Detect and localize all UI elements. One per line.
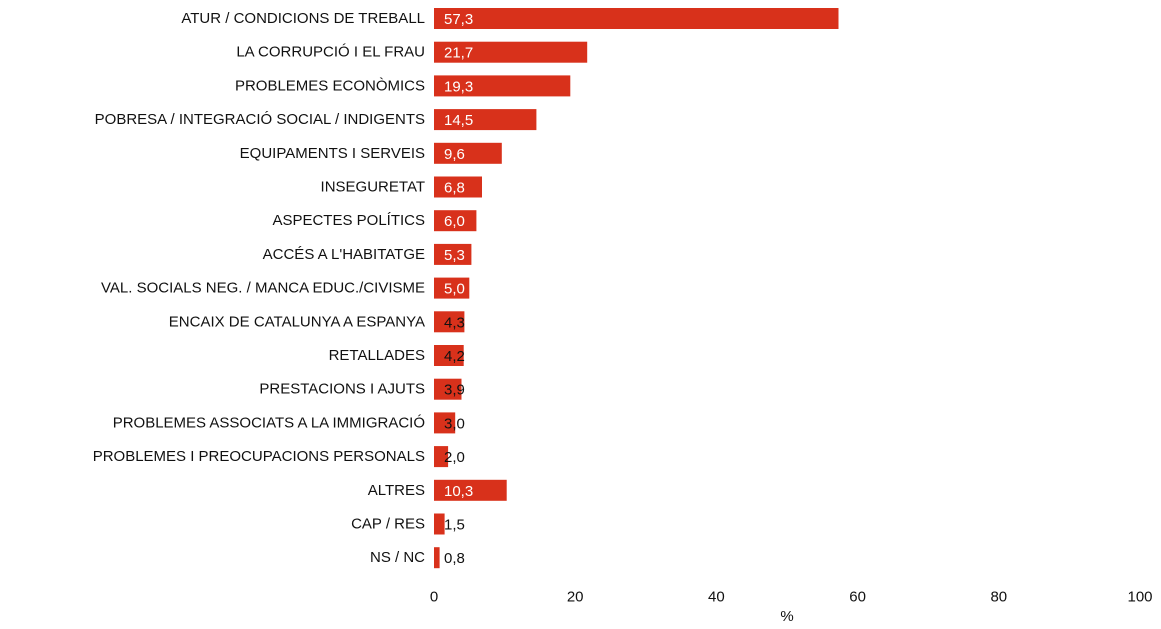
bar — [434, 41, 588, 63]
value-label: 3,9 — [444, 382, 465, 399]
x-tick-label: 100 — [1127, 589, 1152, 606]
bar — [434, 479, 507, 501]
value-label: 1,5 — [444, 517, 465, 534]
category-label: PRESTACIONS I AJUTS — [259, 381, 425, 398]
value-label: 3,0 — [444, 415, 465, 432]
bar — [434, 176, 482, 198]
category-label: PROBLEMES ASSOCIATS A LA IMMIGRACIÓ — [113, 414, 425, 431]
value-label: 21,7 — [444, 45, 473, 62]
value-label: 4,3 — [444, 314, 465, 331]
value-label: 0,8 — [444, 550, 465, 567]
bar — [434, 142, 502, 164]
bar — [434, 243, 472, 265]
category-label: RETALLADES — [329, 347, 425, 364]
bar — [434, 109, 537, 131]
category-label: CAP / RES — [351, 516, 425, 533]
bar — [434, 412, 456, 434]
value-label: 4,2 — [444, 348, 465, 365]
category-label: PROBLEMES ECONÒMICS — [235, 77, 425, 94]
category-label: LA CORRUPCIÓ I EL FRAU — [236, 44, 425, 61]
bar — [434, 311, 465, 333]
bar-group — [434, 8, 839, 569]
x-tick-label: 40 — [708, 589, 725, 606]
x-tick-label: 20 — [567, 589, 584, 606]
category-label: POBRESA / INTEGRACIÓ SOCIAL / INDIGENTS — [95, 111, 425, 128]
bar — [434, 446, 449, 468]
bar — [434, 547, 440, 569]
x-tick-label: 80 — [990, 589, 1007, 606]
category-label: ATUR / CONDICIONS DE TREBALL — [181, 10, 425, 27]
value-label: 2,0 — [444, 449, 465, 466]
bar — [434, 513, 445, 535]
value-label: 5,0 — [444, 281, 465, 298]
value-label: 14,5 — [444, 112, 473, 129]
category-label: INSEGURETAT — [321, 179, 425, 196]
value-label: 19,3 — [444, 78, 473, 95]
category-label: ALTRES — [368, 482, 425, 499]
category-label: NS / NC — [370, 549, 425, 566]
value-label: 6,8 — [444, 180, 465, 197]
bar — [434, 210, 477, 232]
value-label: 10,3 — [444, 483, 473, 500]
bar — [434, 345, 464, 366]
category-label: ASPECTES POLÍTICS — [272, 212, 425, 229]
bar — [434, 75, 571, 97]
x-tick-label: 60 — [849, 589, 866, 606]
value-label: 57,3 — [444, 11, 473, 28]
bar — [434, 8, 839, 29]
x-axis-title: % — [780, 608, 793, 625]
value-label-group: 57,3 21,7 19,3 14,5 9,6 6,8 6,0 5,3 5,0 4,3 4,2 3,9… — [444, 11, 473, 567]
category-label: EQUIPAMENTS I SERVEIS — [240, 145, 425, 162]
x-tick-label: 0 — [430, 589, 438, 606]
value-label: 9,6 — [444, 146, 465, 163]
category-label: ACCÉS A L'HABITATGE — [263, 246, 425, 263]
category-label: ENCAIX DE CATALUNYA A ESPANYA — [169, 313, 425, 330]
category-label: PROBLEMES I PREOCUPACIONS PERSONALS — [93, 448, 425, 465]
value-label: 6,0 — [444, 213, 465, 230]
x-tick-group: 0 20 40 60 80 100 — [430, 589, 1153, 606]
category-label: VAL. SOCIALS NEG. / MANCA EDUC./CIVISME — [101, 280, 425, 297]
bar — [434, 378, 462, 400]
value-label: 5,3 — [444, 247, 465, 264]
category-label-group: ATUR / CONDICIONS DE TREBALL LA CORRUPCIÓ… — [93, 10, 425, 566]
bar — [434, 277, 470, 299]
